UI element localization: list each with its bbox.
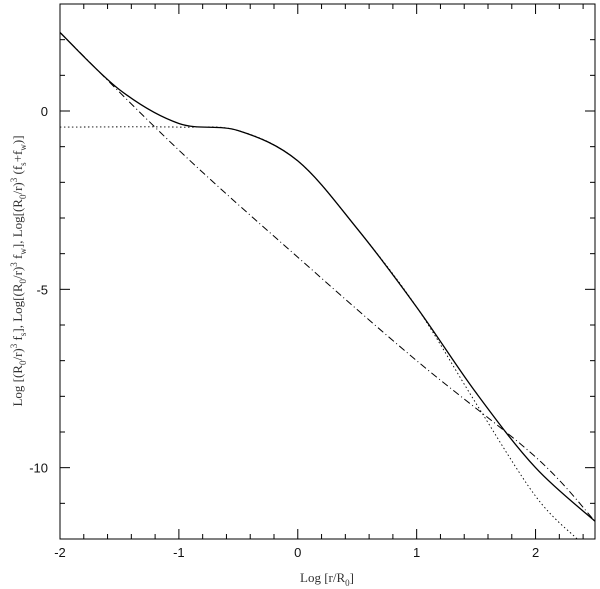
series-line-dash-dot	[59, 32, 596, 522]
y-axis-label: Log [(R0/r)3 fs], Log[(R0/r)3 fw], Log[(…	[9, 135, 28, 406]
y-tick-label: -5	[36, 282, 48, 297]
x-tick-label: 2	[532, 545, 539, 560]
x-tick-label: -1	[173, 545, 185, 560]
series-layer	[59, 32, 596, 540]
axis-ticks	[59, 3, 595, 540]
series-line-solid	[59, 32, 596, 522]
x-tick-label: 1	[413, 545, 420, 560]
tick-labels: -2 -1 0 1 20-5-10	[29, 104, 539, 560]
series-line-dotted	[59, 126, 578, 540]
x-axis-label: Log [r/R0]	[300, 570, 354, 588]
plot-frame	[59, 3, 596, 540]
x-tick-label: 0	[294, 545, 301, 560]
y-tick-label: -10	[29, 461, 48, 476]
y-tick-label: 0	[41, 104, 48, 119]
x-tick-label: -2	[54, 545, 66, 560]
